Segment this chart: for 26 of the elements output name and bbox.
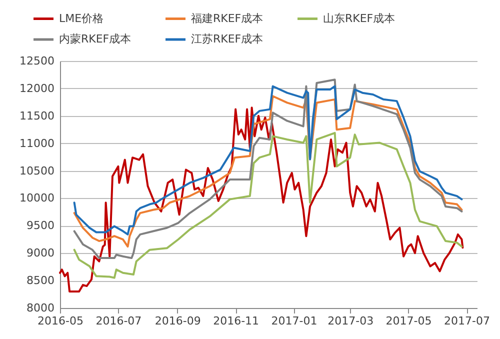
x-tick-label: 2016-11 <box>213 314 260 328</box>
y-tick-label: 10000 <box>20 192 54 205</box>
x-tick-label: 2017-03 <box>328 314 374 328</box>
x-tick-label: 2016-09 <box>154 314 201 328</box>
y-tick-label: 11500 <box>20 109 54 122</box>
x-tick-label: 2017-05 <box>386 314 432 328</box>
y-tick-label: 10500 <box>20 164 54 178</box>
y-tick-label: 12000 <box>20 82 54 95</box>
legend-label: 山东RKEF成本 <box>323 12 396 25</box>
y-tick-label: 8500 <box>26 274 54 288</box>
line-series <box>73 78 463 260</box>
y-tick-label: 12500 <box>20 54 54 68</box>
legend-label: 内蒙RKEF成本 <box>59 32 132 46</box>
line-series <box>73 132 463 279</box>
x-tick-label: 2017-01 <box>271 314 318 328</box>
y-tick-label: 11000 <box>20 136 54 150</box>
y-tick-label: 9000 <box>26 246 54 260</box>
y-tick-label: 8000 <box>26 302 54 314</box>
legend-label: LME价格 <box>59 12 104 25</box>
x-tick-label: 2016-05 <box>38 314 84 328</box>
legend-label: 江苏RKEF成本 <box>191 32 264 46</box>
x-tick-label: 2017-07 <box>444 314 490 328</box>
x-tick-label: 2016-07 <box>96 314 142 328</box>
y-tick-label: 9500 <box>26 219 54 232</box>
legend-label: 福建RKEF成本 <box>191 12 264 25</box>
line-series <box>59 106 464 293</box>
